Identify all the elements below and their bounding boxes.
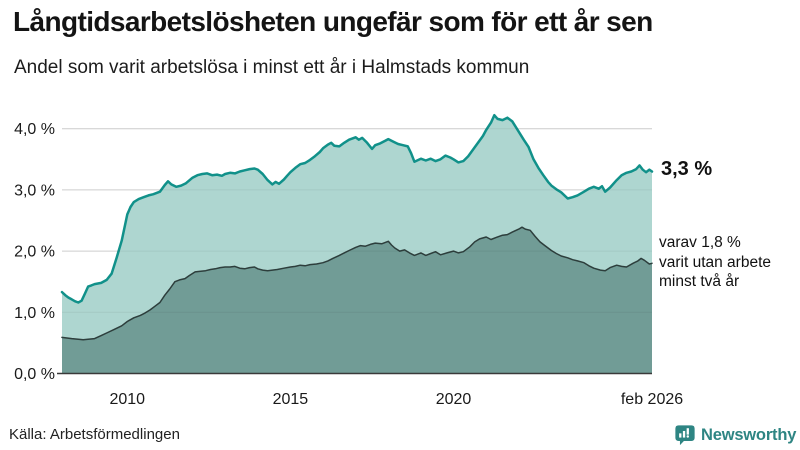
y-tick-label: 4,0 % [14,121,55,138]
area-series-2 [62,227,652,374]
x-axis-labels: 2010 2015 2020 feb 2026 [109,391,683,408]
x-tick-label: 2020 [436,391,472,408]
x-tick-label: 2015 [273,391,309,408]
subset-line-3: minst två år [659,273,740,290]
subset-line-2: varit utan arbete [659,253,772,271]
y-axis-labels: 0,0 % 1,0 % 2,0 % 3,0 % 4,0 % [14,121,55,383]
newsworthy-icon [675,425,695,446]
chart-title: Långtidsarbetslösheten ungefär som för e… [13,6,653,37]
y-tick-label: 2,0 % [14,244,55,261]
subset-line-1: varav 1,8 % [659,234,741,251]
y-tick-label: 1,0 % [14,305,55,322]
x-tick-label: feb 2026 [621,391,683,408]
newsworthy-logo[interactable]: Newsworthy [674,424,796,446]
line-series-1 [60,113,654,304]
brand-name: Newsworthy [701,425,797,444]
x-tick-label: 2010 [109,391,145,408]
latest-value-label: 3,3 % [661,158,713,180]
y-tick-label: 0,0 % [14,366,55,383]
subset-value-label: varav 1,8 % varit utan arbete minst två … [659,233,771,292]
y-tick-label: 3,0 % [14,182,55,199]
line-series-2 [61,226,653,341]
source-label: Källa: Arbetsförmedlingen [9,426,180,443]
chart-subtitle: Andel som varit arbetslösa i minst ett å… [14,57,530,78]
